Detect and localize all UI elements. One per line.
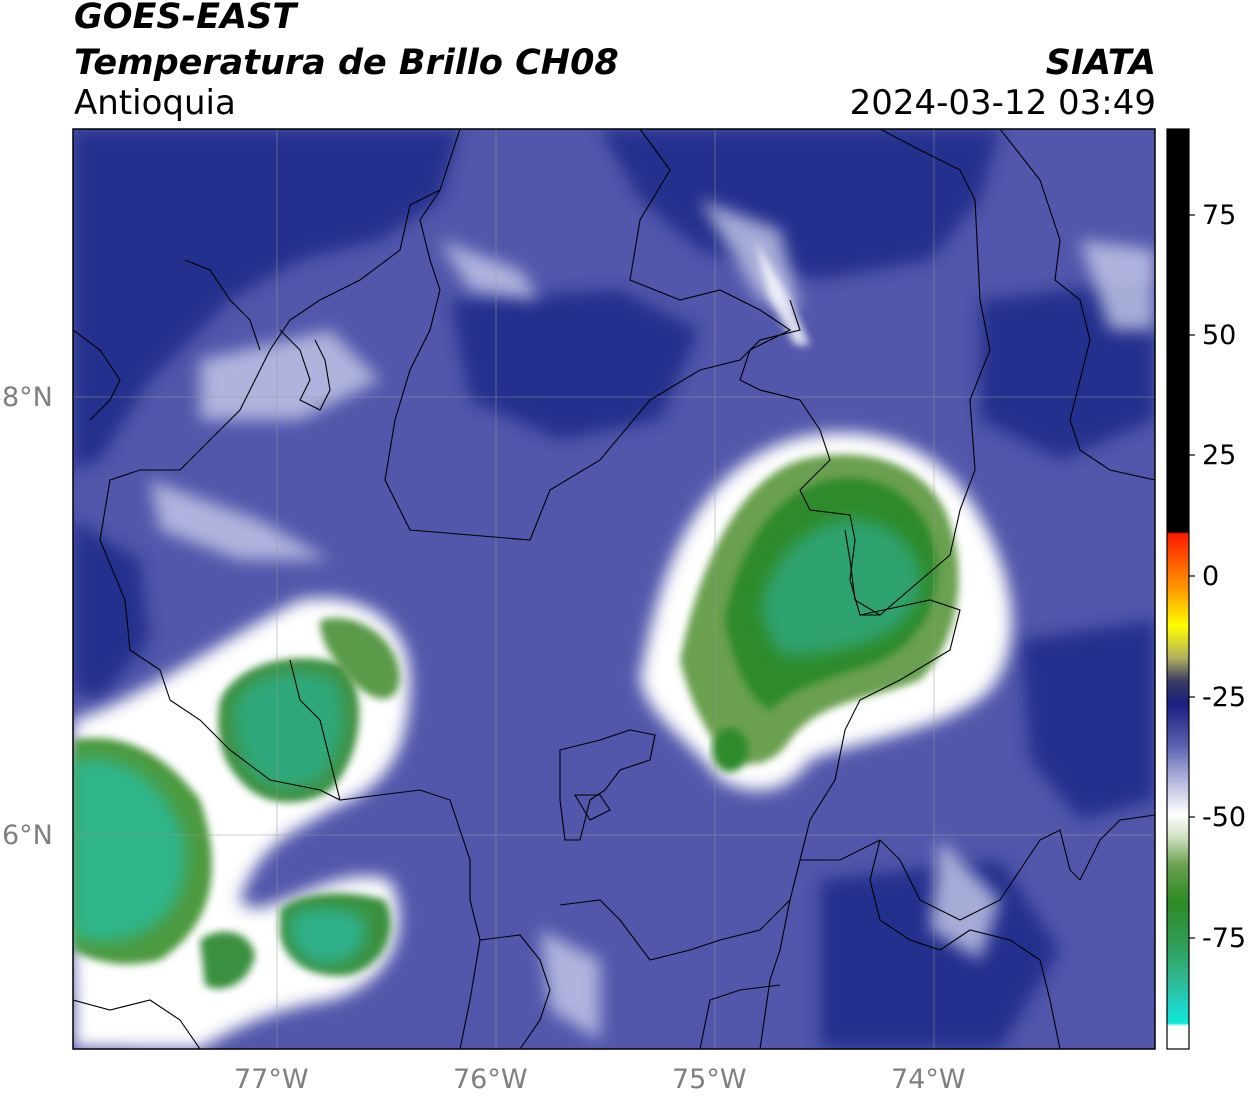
title-line-1: GOES-EAST bbox=[74, 0, 297, 37]
lat-label-8n: 8°N bbox=[2, 382, 53, 413]
graticule bbox=[73, 129, 1155, 1049]
lon-label-74w: 74°W bbox=[891, 1064, 966, 1095]
colorbar bbox=[1166, 128, 1195, 1050]
agency-label: SIATA bbox=[1045, 43, 1156, 83]
lon-label-76w: 76°W bbox=[453, 1064, 528, 1095]
map-imagery bbox=[73, 129, 1155, 1049]
region-label: Antioquia bbox=[74, 83, 236, 123]
colorbar-label-75: 75 bbox=[1202, 200, 1237, 231]
colorbar-label-25: 25 bbox=[1202, 440, 1237, 471]
title-line-2: Temperatura de Brillo CH08 bbox=[74, 43, 619, 83]
colorbar-tick-marks bbox=[1189, 214, 1195, 939]
colorbar-label-neg75: -75 bbox=[1202, 923, 1247, 954]
colorbar-gradient bbox=[1167, 129, 1189, 1049]
colorbar-frame bbox=[1166, 128, 1190, 1050]
colorbar-label-neg25: -25 bbox=[1202, 682, 1247, 713]
lat-label-6n: 6°N bbox=[2, 820, 53, 851]
political-boundaries bbox=[73, 129, 1155, 1049]
lon-label-77w: 77°W bbox=[234, 1064, 309, 1095]
convective-cell-east bbox=[640, 432, 1012, 791]
lon-label-75w: 75°W bbox=[672, 1064, 747, 1095]
map-frame bbox=[72, 128, 1156, 1050]
timestamp-label: 2024-03-12 03:49 bbox=[849, 83, 1156, 123]
colorbar-label-50: 50 bbox=[1202, 320, 1237, 351]
colorbar-label-neg50: -50 bbox=[1202, 802, 1247, 833]
convective-cell-west bbox=[73, 598, 410, 1049]
colorbar-label-0: 0 bbox=[1202, 561, 1220, 592]
